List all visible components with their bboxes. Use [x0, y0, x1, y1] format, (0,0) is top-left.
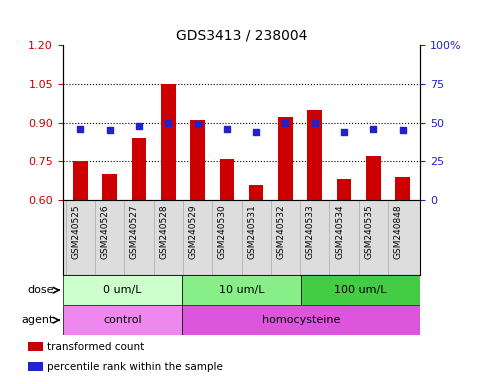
- Text: GSM240535: GSM240535: [364, 204, 373, 259]
- Bar: [366, 156, 381, 200]
- Text: GSM240530: GSM240530: [218, 204, 227, 259]
- Title: GDS3413 / 238004: GDS3413 / 238004: [176, 28, 307, 43]
- Bar: [28, 362, 43, 371]
- Text: 10 um/L: 10 um/L: [219, 285, 264, 295]
- Text: GSM240532: GSM240532: [276, 204, 285, 258]
- Text: GSM240531: GSM240531: [247, 204, 256, 259]
- Point: [223, 126, 231, 132]
- Text: dose: dose: [28, 285, 54, 295]
- Bar: [63, 275, 182, 305]
- Bar: [395, 177, 410, 200]
- Bar: [63, 305, 182, 335]
- Text: transformed count: transformed count: [47, 342, 145, 352]
- Bar: [278, 118, 293, 200]
- Bar: [182, 305, 420, 335]
- Text: GSM240848: GSM240848: [394, 204, 403, 258]
- Text: GSM240534: GSM240534: [335, 204, 344, 258]
- Point: [135, 123, 143, 129]
- Text: GSM240529: GSM240529: [188, 204, 198, 258]
- Text: control: control: [103, 315, 142, 325]
- Bar: [161, 84, 176, 200]
- Bar: [132, 138, 146, 200]
- Text: GSM240526: GSM240526: [100, 204, 110, 258]
- Bar: [307, 110, 322, 200]
- Point: [76, 126, 84, 132]
- Text: 100 um/L: 100 um/L: [334, 285, 387, 295]
- Bar: [102, 174, 117, 200]
- Text: GSM240527: GSM240527: [130, 204, 139, 258]
- Bar: [73, 161, 88, 200]
- Point: [194, 121, 201, 127]
- Point: [399, 127, 407, 134]
- Text: agent: agent: [21, 315, 54, 325]
- Point: [311, 119, 319, 126]
- Bar: [182, 275, 301, 305]
- Bar: [337, 179, 351, 200]
- Bar: [28, 343, 43, 351]
- Text: 0 um/L: 0 um/L: [103, 285, 142, 295]
- Bar: [220, 159, 234, 200]
- Point: [106, 127, 114, 134]
- Point: [252, 129, 260, 135]
- Text: homocysteine: homocysteine: [262, 315, 340, 325]
- Text: GSM240533: GSM240533: [306, 204, 315, 259]
- Text: GSM240525: GSM240525: [71, 204, 80, 258]
- Point: [369, 126, 377, 132]
- Text: GSM240528: GSM240528: [159, 204, 168, 258]
- Bar: [249, 185, 263, 200]
- Bar: [301, 275, 420, 305]
- Bar: [190, 120, 205, 200]
- Text: percentile rank within the sample: percentile rank within the sample: [47, 362, 223, 372]
- Point: [340, 129, 348, 135]
- Point: [282, 119, 289, 126]
- Point: [164, 119, 172, 126]
